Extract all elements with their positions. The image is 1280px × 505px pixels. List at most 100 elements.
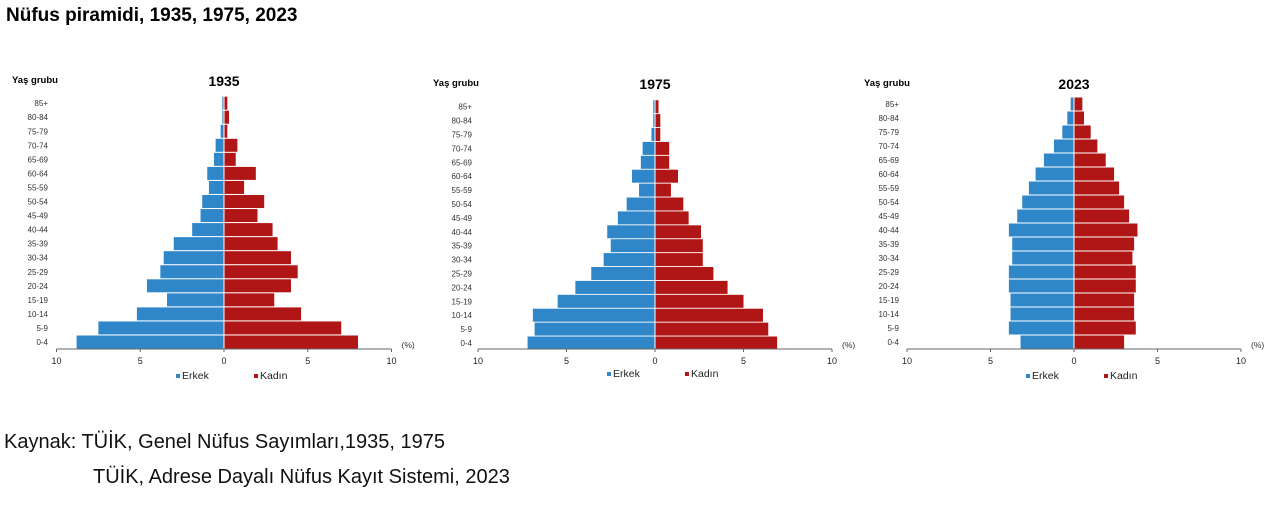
bar-male-65-69 [1043, 153, 1074, 167]
population-pyramids: 1935 Yaş grubu 0-4 5-9 10-14 15-19 20-24 25-29 3… [12, 73, 1264, 382]
bar-male-15-19 [557, 294, 655, 308]
age-label: 80-84 [879, 114, 900, 123]
x-tick-label: 0 [652, 356, 657, 366]
bar-male-75-79 [1062, 125, 1074, 139]
legend-label-male: Erkek [1032, 370, 1060, 382]
bar-male-10-14 [532, 308, 655, 322]
bar-male-35-39 [173, 237, 224, 251]
age-label: 35-39 [28, 240, 49, 249]
bar-male-10-14 [136, 307, 224, 321]
age-label: 55-59 [879, 184, 900, 193]
age-label: 80-84 [28, 113, 49, 122]
bar-female-10-14 [224, 307, 302, 321]
bar-female-20-24 [1074, 279, 1136, 293]
bar-female-55-59 [224, 180, 245, 194]
bar-female-40-44 [224, 223, 273, 237]
x-tick-label: 10 [1236, 356, 1246, 366]
bar-female-50-54 [224, 195, 265, 208]
bar-male-85+ [1070, 97, 1074, 111]
bar-male-25-29 [160, 265, 224, 279]
age-label: 60-64 [452, 172, 473, 181]
age-label: 50-54 [879, 198, 900, 207]
age-label: 75-79 [28, 127, 49, 136]
bar-female-75-79 [224, 124, 228, 138]
age-label: 25-29 [452, 270, 473, 279]
bar-male-40-44 [1008, 223, 1074, 237]
bar-male-15-19 [167, 293, 224, 307]
bar-female-85+ [655, 100, 659, 114]
bar-female-70-74 [655, 141, 670, 155]
bar-male-5-9 [534, 322, 655, 336]
bar-female-40-44 [655, 225, 702, 239]
bar-male-80-84 [1067, 111, 1074, 125]
age-label: 30-34 [452, 256, 473, 265]
legend-swatch-female [685, 372, 689, 376]
bar-male-50-54 [202, 195, 224, 208]
age-label: 85+ [458, 103, 472, 112]
bar-female-10-14 [1074, 307, 1135, 321]
age-label: 25-29 [879, 268, 900, 277]
age-label: 5-9 [36, 324, 48, 333]
age-label: 0-4 [460, 339, 472, 348]
age-label: 5-9 [460, 325, 472, 334]
source-line-2: TÜİK, Adrese Dayalı Nüfus Kayıt Sistemi,… [93, 466, 510, 488]
x-tick-label: 5 [988, 356, 993, 366]
chart-title: 1935 [208, 73, 239, 89]
age-label: 10-14 [879, 310, 900, 319]
bar-male-55-59 [639, 183, 655, 197]
age-label: 70-74 [879, 142, 900, 151]
legend-label-female: Kadın [691, 368, 719, 380]
age-label: 50-54 [452, 200, 473, 209]
bar-male-20-24 [575, 280, 655, 294]
age-label: 45-49 [452, 214, 473, 223]
bar-male-65-69 [640, 155, 655, 169]
bar-male-70-74 [1053, 139, 1074, 153]
bar-female-10-14 [655, 308, 763, 322]
y-axis-label: Yaş grubu [433, 78, 479, 89]
bar-female-50-54 [1074, 195, 1125, 209]
bar-female-50-54 [655, 197, 684, 211]
bar-female-35-39 [655, 239, 703, 253]
age-label: 15-19 [452, 297, 473, 306]
bar-female-70-74 [224, 138, 238, 152]
bar-female-65-69 [224, 152, 236, 166]
legend-label-female: Kadın [1110, 370, 1138, 382]
age-label: 0-4 [36, 338, 48, 347]
age-label: 40-44 [879, 226, 900, 235]
bar-male-15-19 [1010, 293, 1074, 307]
bar-female-35-39 [1074, 237, 1135, 251]
bar-male-5-9 [98, 321, 224, 335]
bar-male-70-74 [642, 141, 655, 155]
legend-swatch-male [176, 374, 180, 378]
bar-male-45-49 [200, 209, 224, 223]
bar-female-15-19 [1074, 293, 1135, 307]
bar-female-30-34 [655, 253, 703, 267]
age-label: 10-14 [28, 310, 49, 319]
age-label: 5-9 [887, 324, 899, 333]
bar-female-45-49 [1074, 209, 1130, 223]
bar-female-25-29 [655, 267, 714, 280]
bar-female-65-69 [655, 155, 670, 169]
x-tick-label: 5 [138, 356, 143, 366]
age-label: 15-19 [879, 296, 900, 305]
x-axis-unit: (%) [402, 340, 415, 350]
bar-male-65-69 [213, 152, 224, 166]
bar-female-70-74 [1074, 139, 1098, 153]
bar-female-40-44 [1074, 223, 1138, 237]
bar-female-85+ [1074, 97, 1083, 111]
legend-swatch-male [1026, 374, 1030, 378]
bar-male-5-9 [1008, 321, 1074, 335]
bar-male-25-29 [591, 267, 655, 280]
bar-female-20-24 [224, 279, 291, 293]
age-label: 40-44 [452, 228, 473, 237]
bar-female-65-69 [1074, 153, 1106, 167]
age-label: 25-29 [28, 268, 49, 277]
x-tick-label: 5 [305, 356, 310, 366]
x-tick-label: 10 [473, 356, 483, 366]
bar-male-75-79 [651, 128, 655, 141]
bar-female-45-49 [655, 211, 689, 225]
age-label: 80-84 [452, 117, 473, 126]
legend-label-female: Kadın [260, 370, 288, 382]
age-label: 50-54 [28, 198, 49, 207]
x-tick-label: 10 [51, 356, 61, 366]
